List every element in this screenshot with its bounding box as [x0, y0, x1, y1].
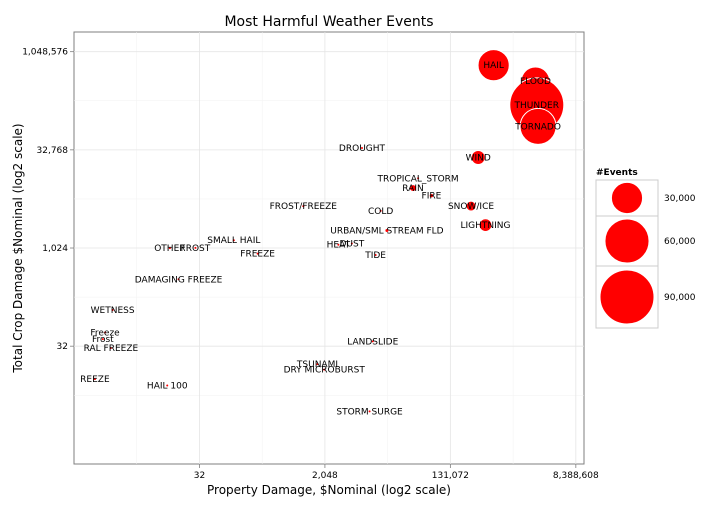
x-axis-title: Property Damage, $Nominal (log2 scale)	[207, 483, 451, 497]
data-point	[428, 192, 435, 199]
point-label: WETNESS	[91, 306, 135, 316]
point-label: TORNADO	[514, 122, 561, 132]
data-point	[337, 243, 340, 246]
legend-key-circle	[610, 181, 644, 215]
point-label: Frost	[92, 335, 114, 345]
data-point	[478, 218, 493, 232]
point-label: HEAT	[327, 241, 351, 251]
y-tick-label: 32	[57, 342, 68, 352]
data-point	[109, 347, 112, 350]
data-point	[360, 146, 363, 149]
grid-lines	[74, 32, 584, 464]
point-label: FLOOD	[520, 77, 551, 87]
point-label: DAMAGING FREEZE	[135, 275, 223, 285]
point-label: SMALL HAIL	[207, 236, 260, 246]
point-label: HAIL	[483, 61, 504, 71]
legend-title: #Events	[596, 168, 638, 178]
data-point	[166, 384, 169, 387]
point-label: DUST	[339, 240, 364, 250]
legend-label: 90,000	[664, 293, 696, 303]
data-point	[371, 340, 374, 343]
point-label: Freeze	[90, 328, 120, 338]
point-label: LANDSLIDE	[347, 337, 398, 347]
y-axis-title: Total Crop Damage $Nominal (log2 scale)	[11, 123, 25, 373]
data-point	[194, 246, 197, 249]
data-point	[384, 228, 390, 234]
point-labels: HAIL FLOOD THUNDER TORNADO WIND DROUGHT TROPIC…	[80, 61, 561, 417]
data-point	[374, 254, 377, 257]
data-point	[302, 205, 305, 208]
legend-label: 30,000	[664, 194, 696, 204]
point-label: URBAN/SML STREAM FLD	[330, 227, 443, 237]
point-label: FROST	[181, 244, 211, 254]
legend-key-circle	[604, 218, 650, 264]
data-point	[256, 252, 259, 255]
data-point	[519, 107, 557, 145]
size-legend: #Events 30,000 60,000 90,000	[595, 168, 696, 329]
x-tick-label: 131,072	[432, 471, 469, 481]
y-tick-label: 1,024	[42, 244, 68, 254]
data-point	[368, 410, 371, 413]
legend-label: 60,000	[664, 237, 696, 247]
data-point	[465, 200, 477, 212]
data-point	[477, 49, 510, 82]
chart-title: Most Harmful Weather Events	[224, 14, 433, 30]
legend-key-circle	[599, 269, 655, 325]
point-label: TSUNAMI	[296, 360, 338, 370]
point-label: SNOW/ICE	[448, 202, 494, 212]
data-point	[101, 338, 104, 341]
data-point	[323, 368, 326, 371]
point-label: TROPICAL_STORM	[377, 174, 459, 184]
data-points	[93, 49, 565, 413]
x-tick-label: 8,388,608	[553, 471, 599, 481]
point-label: DRY MICROBURST	[284, 366, 366, 376]
data-point	[232, 239, 235, 242]
point-label: LIGHTNING	[460, 221, 510, 231]
data-point	[350, 242, 353, 245]
point-label: THUNDER	[514, 101, 559, 111]
data-point	[417, 177, 420, 180]
data-point	[316, 363, 319, 366]
x-tick-label: 32	[194, 471, 205, 481]
data-point	[177, 278, 180, 281]
point-label: OTHER	[154, 244, 185, 254]
point-label: DROUGHT	[339, 144, 386, 154]
point-label: WIND	[466, 154, 491, 164]
axis-ticks: 32 2,048 131,072 8,388,608 32 1,024 32,768 1,04…	[22, 48, 599, 481]
data-point	[470, 150, 486, 165]
point-label: FREEZE	[240, 250, 275, 260]
y-tick-label: 1,048,576	[22, 48, 68, 58]
point-label: REEZE	[80, 375, 110, 385]
point-label: RAL FREEZE	[84, 344, 139, 354]
data-point	[379, 209, 382, 212]
point-label: FROST/FREEZE	[270, 202, 338, 212]
point-label: STORM SURGE	[336, 407, 403, 417]
point-label: COLD	[368, 207, 393, 217]
data-point	[93, 378, 96, 381]
data-point	[104, 331, 107, 334]
point-label: FIRE	[422, 192, 442, 202]
point-label: RAIN	[402, 184, 423, 194]
point-label: TIDE	[364, 251, 386, 261]
y-tick-label: 32,768	[37, 146, 69, 156]
data-point	[409, 184, 418, 193]
x-tick-label: 2,048	[312, 471, 338, 481]
point-label: HAIL 100	[147, 381, 188, 391]
data-point	[168, 247, 171, 250]
data-point	[111, 308, 114, 311]
